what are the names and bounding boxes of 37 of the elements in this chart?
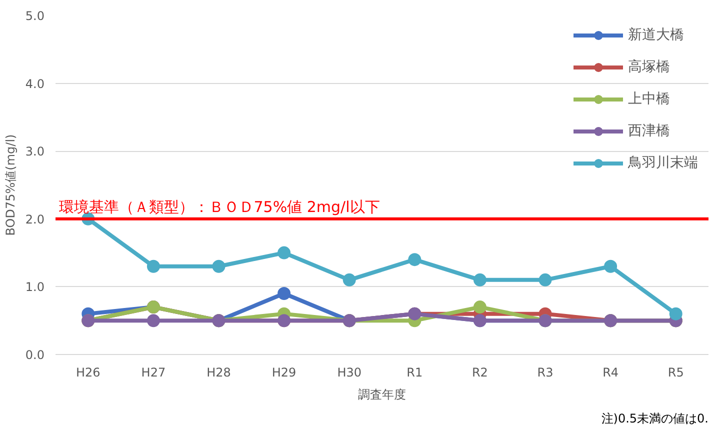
x-tick-label: H26 (76, 366, 100, 380)
y-tick-label: 4.0 (25, 76, 45, 91)
x-tick-label: R1 (406, 366, 423, 380)
ref-line-label: 環境基準（Ａ類型）：ＢＯＤ75%値 2mg/l以下 (58, 198, 380, 216)
point (473, 273, 486, 286)
legend-label: 高塚橋 (628, 58, 670, 76)
x-tick-label: R3 (537, 366, 554, 380)
legend-label: 新道大橋 (628, 26, 684, 44)
point (278, 246, 291, 260)
point (538, 273, 552, 286)
x-tick-label: R4 (602, 366, 619, 380)
x-tick-label: H30 (337, 366, 362, 380)
x-tick-label: H28 (206, 366, 231, 380)
x-tick-label: R2 (472, 366, 488, 380)
y-tick-label: 0.0 (25, 348, 45, 362)
point (212, 260, 226, 273)
point (473, 300, 486, 314)
y-tick-label: 1.0 (25, 280, 45, 294)
text: 注)0.5未満の値は0. (601, 412, 709, 426)
point (408, 253, 422, 266)
point (146, 314, 160, 328)
point (146, 260, 160, 273)
y-tick-label: 3.0 (25, 144, 45, 159)
point (278, 286, 291, 300)
legend-label: 西津橋 (628, 122, 670, 140)
point (604, 260, 618, 273)
point (342, 273, 356, 286)
x-tick-label: H29 (272, 366, 296, 380)
point (669, 307, 682, 320)
y-axis-title: BOD75%値(mg/l) (3, 134, 18, 236)
legend-label: 上中橋 (628, 90, 670, 108)
x-tick-label: H27 (141, 366, 166, 380)
x-tick-label: R5 (668, 366, 684, 380)
legend-label: 鳥羽川末端 (628, 154, 698, 172)
y-tick-label: 2.0 (25, 212, 45, 226)
y-tick-label: 5.0 (25, 9, 45, 23)
x-axis-title: 調査年度 (358, 388, 406, 402)
